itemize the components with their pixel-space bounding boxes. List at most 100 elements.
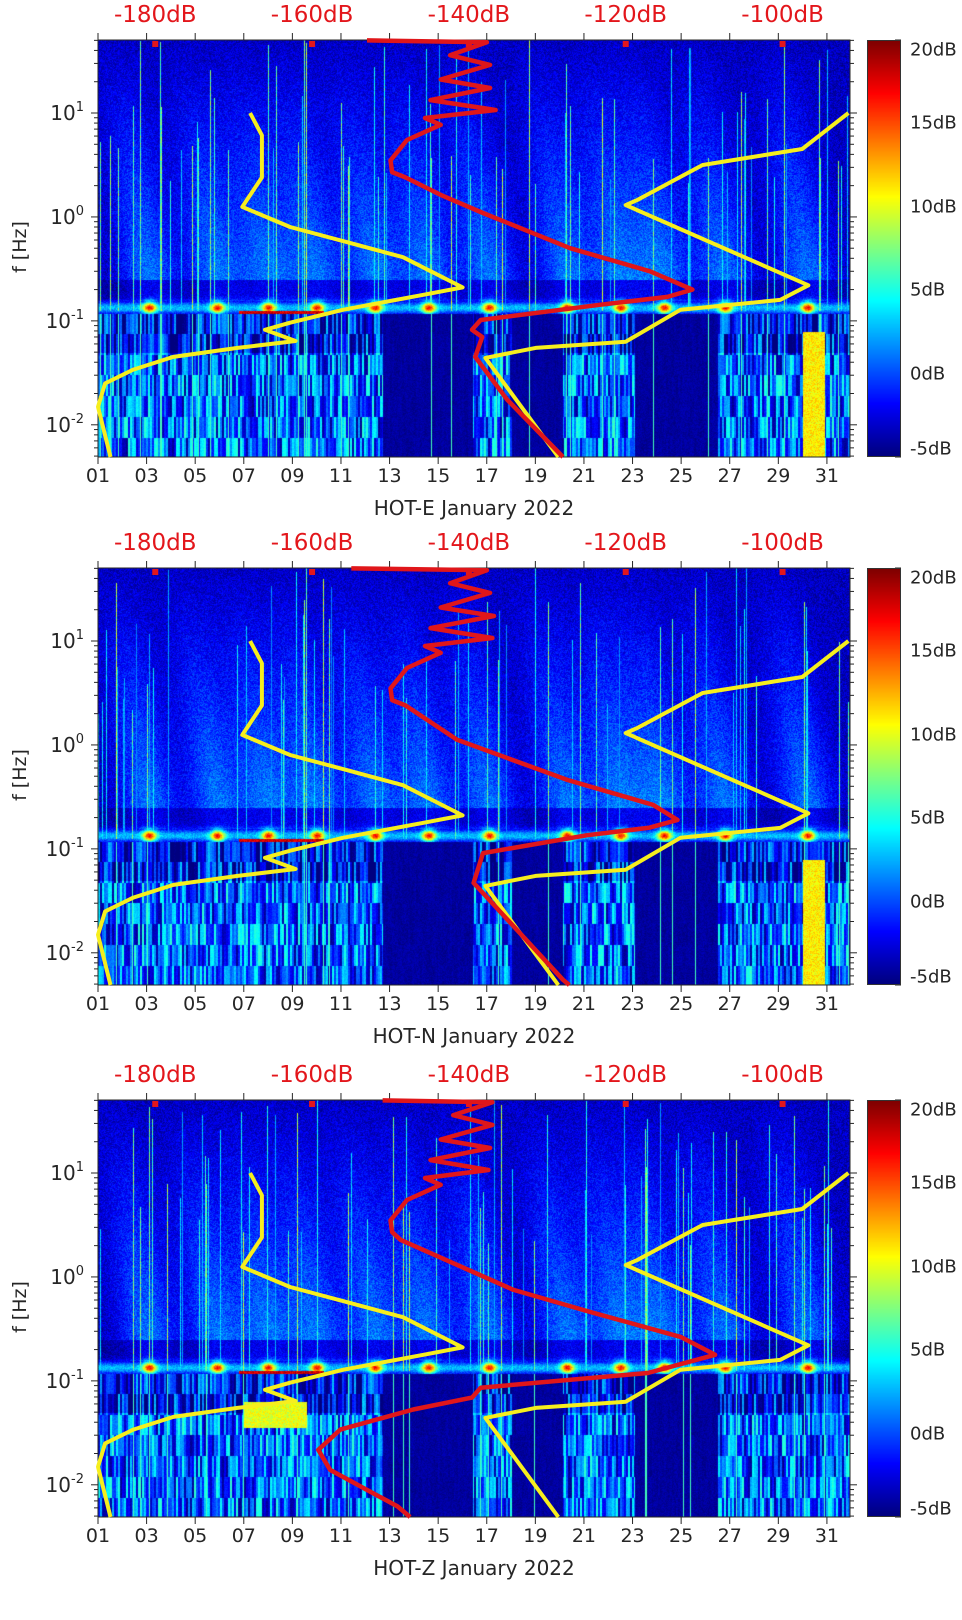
top-db-marker xyxy=(779,41,786,47)
top-db-marker xyxy=(309,41,316,47)
top-db-label: -160dB xyxy=(270,2,354,28)
y-tick-label: 10-2 xyxy=(0,941,84,965)
y-tick-label: 101 xyxy=(0,1161,84,1185)
colorbar-label: 5dB xyxy=(910,807,946,829)
y-tick-base: 10 xyxy=(45,1472,72,1497)
x-tick-label: 09 xyxy=(280,465,305,487)
x-tick-label: 01 xyxy=(85,465,111,487)
top-db-marker xyxy=(152,41,159,47)
x-tick-label: 23 xyxy=(620,1525,645,1547)
x-tick-label: 15 xyxy=(426,465,451,487)
colorbar xyxy=(867,568,901,985)
y-tick-base: 10 xyxy=(45,940,72,965)
y-axis-label: f [Hz] xyxy=(9,749,31,801)
colorbar xyxy=(867,1100,901,1517)
top-db-label: -160dB xyxy=(270,1062,354,1088)
x-tick-label: 23 xyxy=(620,993,645,1015)
x-tick-label: 01 xyxy=(85,993,111,1015)
x-tick-label: 15 xyxy=(426,993,451,1015)
y-tick-label: 10-1 xyxy=(0,309,84,333)
top-db-label: -140dB xyxy=(427,530,511,556)
y-tick-label: 100 xyxy=(0,733,84,757)
high-noise-model-line xyxy=(483,639,850,987)
axes-box xyxy=(97,1099,851,1518)
colorbar-label: 10dB xyxy=(910,724,957,746)
y-tick-exponent: 0 xyxy=(75,1263,84,1279)
x-tick-label: 09 xyxy=(280,993,305,1015)
low-noise-model-line xyxy=(96,1172,465,1518)
colorbar-label: 0dB xyxy=(910,363,946,385)
x-tick-label: 17 xyxy=(474,993,499,1015)
x-tick-label: 21 xyxy=(571,1525,597,1547)
y-tick-exponent: -1 xyxy=(71,835,84,851)
top-db-label: -140dB xyxy=(427,2,511,28)
colorbar-label: -5dB xyxy=(910,1498,952,1520)
top-db-label: -100dB xyxy=(741,1062,824,1088)
x-tick-label: 13 xyxy=(377,465,402,487)
y-tick-exponent: -2 xyxy=(71,1471,84,1487)
x-tick-label: 03 xyxy=(134,465,159,487)
y-tick-base: 10 xyxy=(50,629,76,653)
high-noise-model-line xyxy=(483,1171,850,1519)
colorbar-label: 5dB xyxy=(910,279,946,301)
spectrogram-panel-hot-z: 01 03 05 07 09 11 13 15 17 19 21 23 25 27 29 31 101 100 10… xyxy=(0,1062,962,1620)
colorbar-label: 0dB xyxy=(910,891,946,913)
x-tick-label: 05 xyxy=(183,993,208,1015)
x-tick-label: 03 xyxy=(134,1525,159,1547)
x-tick-label: 27 xyxy=(717,465,742,487)
y-tick-exponent: 1 xyxy=(75,100,84,115)
station-psd-line xyxy=(351,566,680,987)
colorbar-label: 15dB xyxy=(910,112,957,134)
y-tick-label: 101 xyxy=(0,629,84,653)
y-axis-label: f [Hz] xyxy=(9,1281,31,1333)
y-tick-exponent: 1 xyxy=(75,628,84,643)
plot-overlay xyxy=(91,561,901,992)
low-noise-model-line xyxy=(96,112,465,458)
y-tick-exponent: 1 xyxy=(75,1160,84,1175)
x-tick-label: 29 xyxy=(766,1525,791,1547)
top-db-marker xyxy=(152,569,159,575)
y-tick-label: 10-2 xyxy=(0,413,84,437)
spectrogram-panel-hot-n: 01 03 05 07 09 11 13 15 17 19 21 23 25 27 29 31 101 100 10… xyxy=(0,530,962,1088)
x-tick-label: 13 xyxy=(377,993,402,1015)
y-tick-base: 10 xyxy=(45,836,72,861)
y-tick-label: 100 xyxy=(0,205,84,229)
colorbar-label: 20dB xyxy=(910,39,957,61)
y-tick-base: 10 xyxy=(45,308,72,333)
y-axis-label: f [Hz] xyxy=(9,221,31,273)
x-tick-label: 31 xyxy=(814,1525,839,1547)
x-tick-label: 11 xyxy=(328,993,354,1015)
y-tick-base: 10 xyxy=(50,1264,76,1289)
y-tick-base: 10 xyxy=(50,101,76,125)
y-tick-exponent: -1 xyxy=(71,307,84,323)
top-db-label: -100dB xyxy=(741,530,824,556)
x-tick-label: 29 xyxy=(766,465,791,487)
high-noise-model-line xyxy=(483,111,850,459)
x-tick-label: 17 xyxy=(474,1525,499,1547)
colorbar-label: 20dB xyxy=(910,1099,957,1121)
y-tick-base: 10 xyxy=(50,732,76,757)
low-noise-model-line xyxy=(96,640,465,986)
y-tick-label: 10-1 xyxy=(0,837,84,861)
x-tick-label: 25 xyxy=(669,465,694,487)
y-tick-exponent: -2 xyxy=(71,939,84,955)
top-db-label: -180dB xyxy=(113,530,197,556)
x-tick-label: 21 xyxy=(571,993,597,1015)
x-tick-label: 23 xyxy=(620,465,645,487)
x-tick-label: 29 xyxy=(766,993,791,1015)
x-axis-title: HOT-E January 2022 xyxy=(373,496,575,520)
top-db-marker xyxy=(622,41,629,47)
x-tick-label: 19 xyxy=(523,1525,548,1547)
y-tick-base: 10 xyxy=(50,204,76,229)
axes-box xyxy=(97,567,851,986)
top-db-label: -180dB xyxy=(113,1062,197,1088)
x-tick-label: 15 xyxy=(426,1525,451,1547)
x-tick-label: 27 xyxy=(717,993,742,1015)
x-tick-label: 31 xyxy=(814,465,839,487)
top-db-label: -180dB xyxy=(113,2,197,28)
colorbar-label: 10dB xyxy=(910,1256,957,1278)
top-db-marker xyxy=(779,569,786,575)
x-tick-label: 03 xyxy=(134,993,159,1015)
x-tick-label: 21 xyxy=(571,465,597,487)
y-tick-base: 10 xyxy=(50,1161,76,1185)
